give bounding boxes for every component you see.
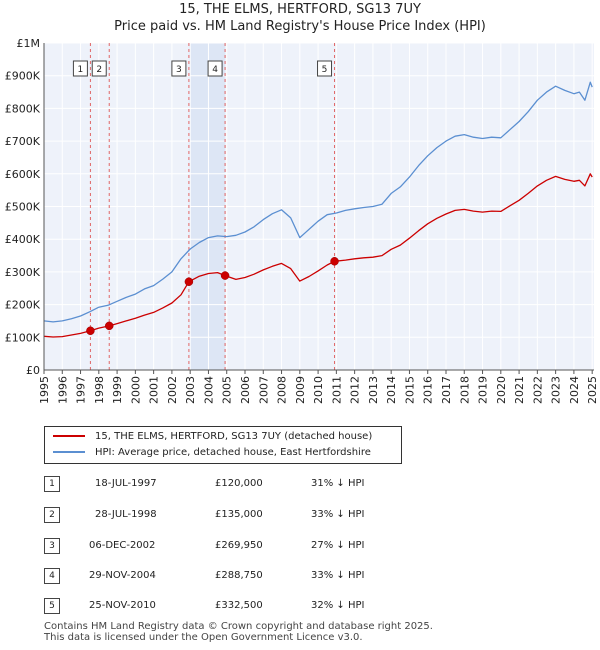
sale-price: £269,950: [215, 540, 263, 551]
x-tick-label: 2008: [276, 376, 289, 404]
sale-date: 06-DEC-2002: [89, 540, 156, 551]
x-tick-label: 1997: [75, 376, 88, 404]
sale-point: [104, 321, 114, 331]
table-row: 3 06-DEC-2002 £269,950 27% ↓ HPI: [0, 536, 600, 556]
table-row: 1 18-JUL-1997 £120,000 31% ↓ HPI: [0, 474, 600, 494]
copyright-notice: Contains HM Land Registry data © Crown c…: [44, 621, 433, 632]
legend-swatch-hpi: [53, 451, 85, 453]
sale-label-box: [171, 60, 187, 77]
sale-label-text: 3: [176, 65, 182, 75]
x-tick-label: 2014: [385, 376, 398, 404]
x-tick-label: 2001: [148, 376, 161, 404]
x-tick-label: 2020: [495, 376, 508, 404]
y-tick-label: £900K: [5, 70, 41, 83]
x-tick-label: 2016: [422, 376, 435, 404]
x-tick-label: 2002: [166, 376, 179, 404]
sale-label-box: [91, 60, 107, 77]
sale-hpi-diff: 32% ↓ HPI: [311, 600, 365, 611]
sale-badge: 5: [44, 598, 60, 614]
x-tick-label: 2009: [294, 376, 307, 404]
sale-label-text: 4: [212, 65, 218, 75]
x-tick-label: 2025: [586, 376, 599, 404]
sale-badge: 1: [44, 476, 60, 492]
x-tick-label: 2017: [440, 376, 453, 404]
table-row: 2 28-JUL-1998 £135,000 33% ↓ HPI: [0, 505, 600, 525]
sale-hpi-diff: 33% ↓ HPI: [311, 509, 365, 520]
sale-badge: 2: [44, 507, 60, 523]
legend-label-hpi: HPI: Average price, detached house, East…: [95, 447, 371, 458]
sale-point: [184, 277, 194, 286]
y-tick-label: £700K: [5, 135, 41, 148]
table-row: 5 25-NOV-2010 £332,500 32% ↓ HPI: [0, 596, 600, 616]
sale-label-box: [207, 60, 223, 77]
sale-point: [86, 326, 95, 336]
sale-date: 28-JUL-1998: [95, 509, 157, 520]
sale-badge: 4: [44, 568, 60, 584]
x-tick-label: 2023: [550, 376, 563, 404]
hpi-series-line: [43, 81, 593, 323]
x-tick-label: 2007: [257, 376, 270, 404]
x-tick-label: 2005: [221, 376, 234, 404]
sale-date: 18-JUL-1997: [95, 478, 157, 489]
x-tick-label: 2011: [330, 376, 343, 404]
sale-date: 29-NOV-2004: [89, 570, 156, 581]
x-tick-label: 2012: [349, 376, 362, 404]
price-chart: 1 2 3 4 5 £0 £100K £200K £300K £400K £500K £600K £7…: [5, 37, 599, 404]
sale-hpi-diff: 27% ↓ HPI: [311, 540, 365, 551]
x-tick-label: 1996: [56, 376, 69, 404]
x-tick-label: 2021: [513, 376, 526, 404]
x-tick-label: 2004: [202, 376, 215, 404]
legend-swatch-property: [53, 435, 85, 437]
x-tick-label: 2024: [568, 376, 581, 404]
x-tick-label: 2006: [239, 376, 252, 404]
x-tick-label: 1995: [38, 376, 51, 404]
sale-label-box: [72, 60, 88, 77]
sale-label-text: 1: [78, 65, 84, 75]
licence-notice: This data is licensed under the Open Gov…: [44, 632, 363, 643]
sale-label-text: 2: [96, 65, 102, 75]
sale-hpi-diff: 31% ↓ HPI: [311, 478, 365, 489]
legend-item-property: 15, THE ELMS, HERTFORD, SG13 7UY (detach…: [53, 430, 372, 444]
x-tick-label: 1999: [111, 376, 124, 404]
x-tick-label: 2015: [403, 376, 416, 404]
y-tick-label: £600K: [5, 168, 41, 181]
chart-title-line2: Price paid vs. HM Land Registry's House …: [114, 19, 486, 34]
y-tick-label: £800K: [5, 102, 41, 115]
x-tick-label: 2022: [531, 376, 544, 404]
y-tick-label: £200K: [5, 299, 41, 312]
sale-date: 25-NOV-2010: [89, 600, 156, 611]
x-tick-label: 2013: [367, 376, 380, 404]
x-tick-label: 2018: [458, 376, 471, 404]
y-tick-label: £1M: [17, 37, 41, 50]
sale-point: [330, 257, 339, 266]
legend-item-hpi: HPI: Average price, detached house, East…: [53, 446, 371, 460]
x-tick-label: 2000: [129, 376, 142, 404]
x-tick-label: 2019: [477, 376, 490, 404]
sale-price: £135,000: [215, 509, 263, 520]
x-tick-label: 1998: [93, 376, 106, 404]
sale-price: £288,750: [215, 570, 263, 581]
y-tick-label: £400K: [5, 233, 41, 246]
sale-badge: 3: [44, 538, 60, 554]
chart-title-line1: 15, THE ELMS, HERTFORD, SG13 7UY: [179, 2, 421, 17]
property-series-line: [43, 173, 593, 338]
sale-label-box: [317, 60, 333, 77]
y-tick-label: £0: [26, 364, 40, 377]
sale-point: [220, 271, 230, 280]
y-tick-label: £100K: [5, 331, 41, 344]
y-tick-label: £300K: [5, 266, 41, 279]
legend-label-property: 15, THE ELMS, HERTFORD, SG13 7UY (detach…: [95, 431, 373, 442]
y-tick-label: £500K: [5, 201, 41, 214]
x-tick-label: 2003: [184, 376, 197, 404]
sale-label-text: 5: [322, 65, 328, 75]
sale-hpi-diff: 33% ↓ HPI: [311, 570, 365, 581]
x-tick-label: 2010: [312, 376, 325, 404]
legend: 15, THE ELMS, HERTFORD, SG13 7UY (detach…: [44, 426, 402, 464]
table-row: 4 29-NOV-2004 £288,750 33% ↓ HPI: [0, 566, 600, 586]
sale-price: £120,000: [215, 478, 263, 489]
sale-price: £332,500: [215, 600, 263, 611]
